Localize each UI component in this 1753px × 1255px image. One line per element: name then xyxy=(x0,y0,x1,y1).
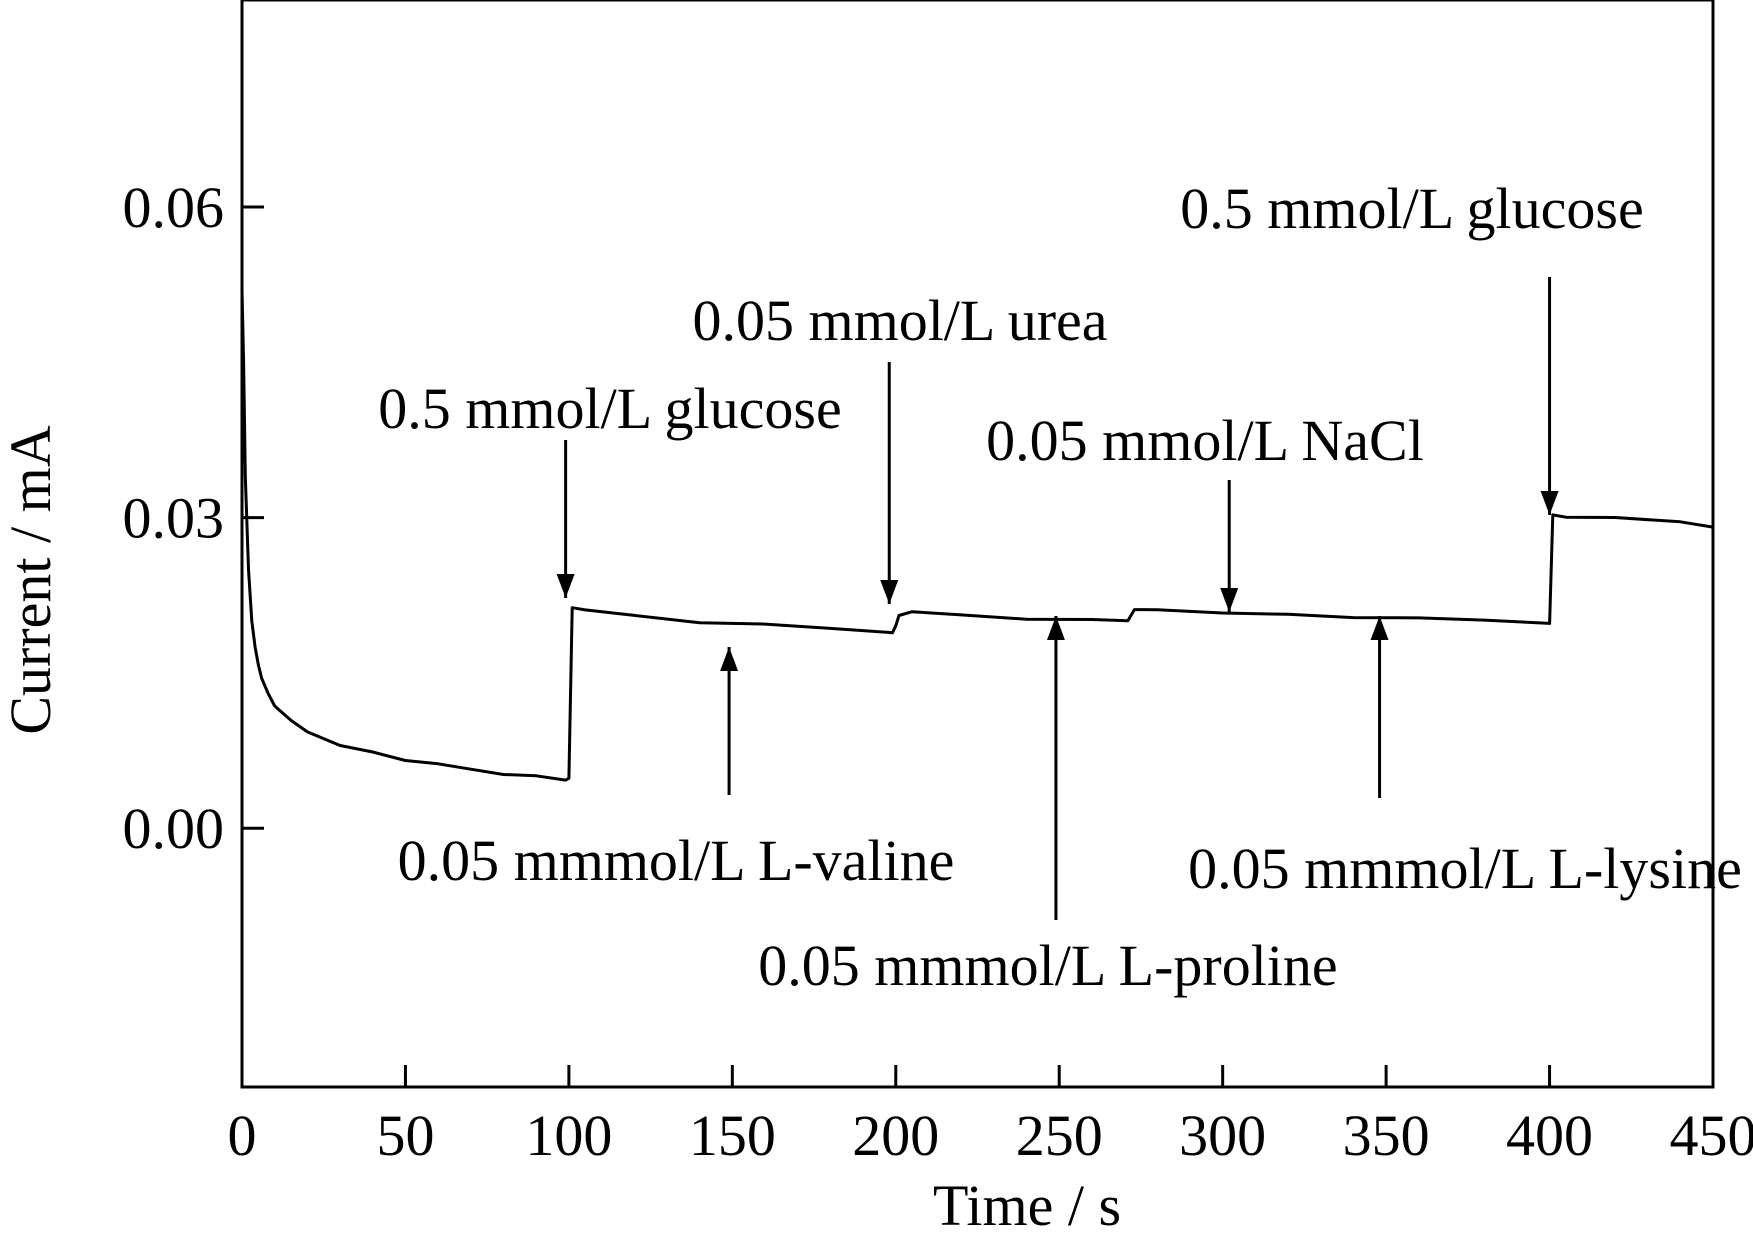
annotation: 0.05 mmol/L urea xyxy=(692,288,1108,604)
axes: 0 50 100 150 200 250 300 350 400 450 0.00 0.03 0.06 xyxy=(123,0,1753,1168)
annotation-arrow-head xyxy=(1046,616,1065,640)
y-tick-label: 0.03 xyxy=(123,486,225,551)
annotation-label: 0.05 mmmol/L L-valine xyxy=(398,828,955,893)
x-tick-label: 100 xyxy=(525,1103,612,1168)
annotation-arrow-head xyxy=(1370,616,1389,640)
x-tick-label: 50 xyxy=(376,1103,434,1168)
annotation-arrow-head xyxy=(556,574,575,598)
x-tick-label: 150 xyxy=(689,1103,776,1168)
x-axis-title: Time / s xyxy=(933,1173,1121,1238)
y-axis-title: Current / mA xyxy=(0,425,63,734)
plot-frame xyxy=(240,0,1715,1089)
annotation: 0.5 mmol/L glucose xyxy=(378,376,842,598)
x-tick-label: 350 xyxy=(1343,1103,1430,1168)
annotation-arrow-head xyxy=(880,580,899,604)
x-tick-label: 200 xyxy=(852,1103,939,1168)
x-tick-label: 400 xyxy=(1506,1103,1593,1168)
annotation-label: 0.05 mmmol/L L-proline xyxy=(758,933,1337,998)
annotation-arrow-head xyxy=(1220,588,1239,612)
y-tick-label: 0.00 xyxy=(123,796,225,861)
series-line xyxy=(240,289,1714,782)
annotation-arrow-head xyxy=(720,647,739,671)
y-tick-label: 0.06 xyxy=(123,175,225,240)
annotation: 0.05 mmmol/L L-proline xyxy=(758,616,1338,998)
x-tick-label: 300 xyxy=(1179,1103,1266,1168)
annotation: 0.5 mmol/L glucose xyxy=(1180,176,1644,515)
annotation-label: 0.05 mmol/L urea xyxy=(692,288,1107,353)
annotation-label: 0.5 mmol/L glucose xyxy=(1180,176,1643,241)
annotations: 0.5 mmol/L glucose 0.05 mmmol/L L-valine 0… xyxy=(378,176,1742,998)
annotation-label: 0.5 mmol/L glucose xyxy=(378,376,841,441)
series xyxy=(240,289,1714,782)
annotation: 0.05 mmol/L NaCl xyxy=(986,408,1424,612)
x-tick-label: 0 xyxy=(228,1103,257,1168)
labels: Time / s Current / mA xyxy=(0,425,1121,1238)
x-tick-label: 250 xyxy=(1016,1103,1103,1168)
annotation-label: 0.05 mmol/L NaCl xyxy=(986,408,1424,473)
x-tick-label: 450 xyxy=(1670,1103,1753,1168)
annotation: 0.05 mmmol/L L-valine xyxy=(398,647,955,893)
annotation: 0.05 mmmol/L L-lysine xyxy=(1188,616,1742,901)
annotation-arrow-head xyxy=(1540,491,1559,515)
annotation-label: 0.05 mmmol/L L-lysine xyxy=(1188,836,1742,901)
